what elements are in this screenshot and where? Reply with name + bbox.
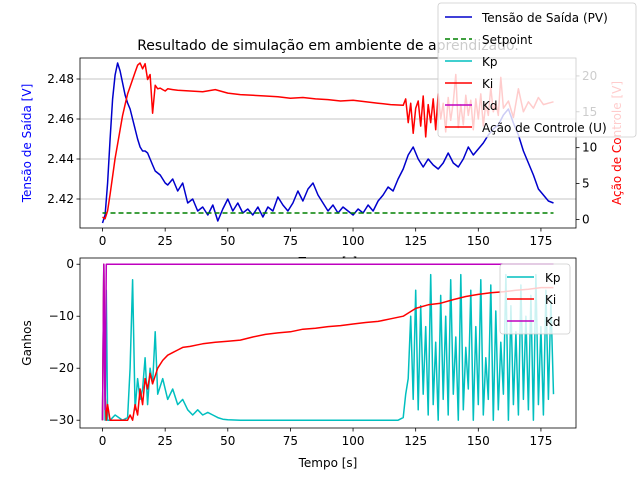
top-x-ticks: 0 25 50 75 100 125 150 175	[99, 228, 552, 248]
top-legend-u-label: Ação de Controle (U)	[482, 121, 607, 135]
bottom-y-tick-label-3: −30	[49, 413, 74, 427]
top-x-tick-label-0: 0	[99, 234, 107, 248]
top-y-tick-label-0: 2.42	[47, 192, 74, 206]
top-x-tick-label-3: 75	[283, 234, 298, 248]
top-legend-box	[437, 2, 637, 138]
bottom-frame	[79, 257, 577, 429]
top-legend-setpoint-label: Setpoint	[482, 33, 533, 47]
top-y-right-tick-label-2: 10	[582, 141, 597, 155]
top-y-tick-label-3: 2.48	[47, 72, 74, 86]
top-frame	[79, 57, 577, 229]
top-legend-ki-label: Ki	[482, 77, 493, 91]
top-x-tick-label-1: 25	[158, 234, 173, 248]
top-x-tick-label-4: 100	[342, 234, 365, 248]
top-legend: Tensão de Saída (PV) Setpoint Kp Ki Kd A…	[437, 2, 637, 138]
bottom-legend: Kp Ki Kd	[499, 263, 571, 335]
top-x-tick-label-6: 150	[467, 234, 490, 248]
top-legend-kp-label: Kp	[482, 55, 498, 69]
bottom-x-tick-label-3: 75	[283, 434, 298, 448]
bottom-axes: 0 25 50 75 100 125 150 175 0 −10 −20 −30 Tempo [s]…	[20, 257, 577, 470]
top-x-tick-label-7: 175	[529, 234, 552, 248]
bottom-x-tick-label-5: 125	[404, 434, 427, 448]
top-y-tick-label-1: 2.44	[47, 152, 74, 166]
bottom-y-tick-label-1: −10	[49, 309, 74, 323]
top-y-right-tick-label-0: 0	[582, 212, 590, 226]
bottom-x-tick-label-7: 175	[529, 434, 552, 448]
bottom-x-tick-label-2: 50	[220, 434, 235, 448]
bottom-y-tick-label-2: −20	[49, 361, 74, 375]
bottom-legend-kd-label: Kd	[545, 315, 561, 329]
bottom-legend-ki-label: Ki	[545, 293, 556, 307]
top-series-line-0	[101, 62, 554, 224]
bottom-x-tick-label-6: 150	[467, 434, 490, 448]
bottom-series-line-1	[101, 263, 554, 421]
bottom-legend-kp-label: Kp	[545, 271, 561, 285]
bottom-x-ticks: 0 25 50 75 100 125 150 175	[99, 428, 552, 448]
chart-title: Resultado de simulação em ambiente de ap…	[137, 38, 519, 54]
top-legend-kd-label: Kd	[482, 99, 498, 113]
top-y-tick-label-2: 2.46	[47, 112, 74, 126]
top-y-ticks: 2.42 2.44 2.46 2.48	[47, 72, 80, 206]
bottom-x-axis-label: Tempo [s]	[298, 456, 358, 470]
bottom-x-tick-label-0: 0	[99, 434, 107, 448]
bottom-x-tick-label-1: 25	[158, 434, 173, 448]
top-legend-pv-label: Tensão de Saída (PV)	[481, 11, 608, 25]
top-y-right-tick-label-1: 5	[582, 177, 590, 191]
top-x-tick-label-2: 50	[220, 234, 235, 248]
bottom-x-tick-label-4: 100	[342, 434, 365, 448]
bottom-y-ticks: 0 −10 −20 −30	[49, 257, 80, 427]
top-x-tick-label-5: 125	[404, 234, 427, 248]
bottom-y-tick-label-0: 0	[66, 257, 74, 271]
bottom-legend-box	[499, 263, 571, 335]
top-y-axis-label: Tensão de Saída [V]	[20, 84, 34, 204]
bottom-y-axis-label: Ganhos	[20, 320, 34, 365]
bottom-series-line-2	[101, 263, 554, 421]
